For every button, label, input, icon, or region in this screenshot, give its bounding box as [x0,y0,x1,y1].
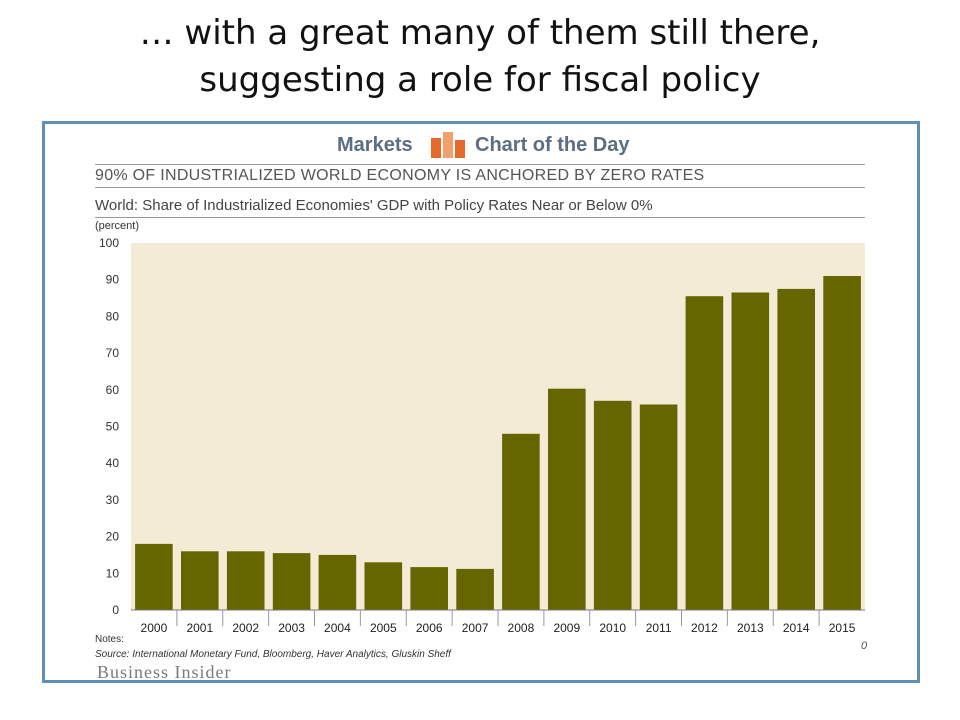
x-tick-label: 2004 [324,621,351,635]
bar-2012 [685,296,724,610]
x-tick-label: 2012 [691,621,718,635]
chart-title: 90% OF INDUSTRIALIZED WORLD ECONOMY IS A… [95,164,865,188]
x-tick-label: 2002 [232,621,259,635]
y-tick-label: 70 [106,346,120,360]
bar-2008 [502,433,540,610]
y-tick-label: 40 [106,456,120,470]
y-tick-label: 30 [106,493,120,507]
slide-title: … with a great many of them still there,… [0,10,960,104]
x-tick-label: 2011 [646,621,672,635]
x-tick-label: 2007 [462,621,489,635]
notes-label: Notes: [95,634,124,645]
y-tick-label: 10 [106,566,120,580]
bar-2013 [731,292,770,610]
bar-2010 [593,400,632,610]
brand-markets: Markets [337,134,413,156]
y-tick-label: 90 [106,273,120,287]
x-tick-label: 2015 [829,621,856,635]
bar-2000 [135,543,173,610]
business-insider-logo: Business Insider [97,662,232,682]
bar-2009 [548,388,586,610]
bar-2015 [823,276,861,610]
source-note: Source: International Monetary Fund, Blo… [95,649,451,660]
x-tick-label: 2013 [737,621,764,635]
bar-2011 [639,404,678,610]
brand-chart-of-the-day: Chart of the Day [475,134,630,156]
x-tick-label: 2006 [416,621,443,635]
x-tick-label: 2003 [278,621,305,635]
bar-2003 [272,553,311,610]
logo-bar-middle [443,132,453,158]
bar-2014 [777,288,815,610]
x-tick-label: 2009 [553,621,580,635]
bar-2001 [181,551,219,610]
chart-header: Markets Chart of the Day [45,124,917,162]
bar-chart: 0 10 20 30 40 50 60 70 80 90 100 2000 2001 2002 2003 20… [99,236,865,635]
x-tick-label: 2008 [508,621,535,635]
y-tick-label: 100 [99,236,119,250]
chart-subtitle: World: Share of Industrialized Economies… [95,195,865,218]
brand-logo-icon [431,132,465,158]
y-tick-label: 20 [106,530,120,544]
slide-title-line-1: … with a great many of them still there, [139,13,821,53]
x-tick-label: 2010 [599,621,626,635]
bar-2004 [318,554,357,610]
x-tick-label: 2005 [370,621,397,635]
logo-bar-left [431,138,441,158]
corner-mark: 0 [861,640,868,652]
x-tick-label: 2000 [141,621,168,635]
y-tick-label: 80 [106,309,120,323]
y-tick-label: 60 [106,383,120,397]
x-tick-label: 2014 [783,621,810,635]
y-tick-label: 50 [106,420,120,434]
bar-2002 [226,551,265,610]
y-axis-label: (percent) [95,220,140,232]
bar-2007 [456,568,494,610]
slide-title-line-2: suggesting a role for fiscal policy [199,60,761,100]
chart-frame: Markets Chart of the Day 90% OF INDUSTRI… [42,121,920,683]
logo-bar-right [455,140,465,158]
bar-2006 [410,567,448,610]
x-tick-label: 2001 [186,621,213,635]
y-tick-label: 0 [112,603,119,617]
bar-2005 [364,562,403,610]
